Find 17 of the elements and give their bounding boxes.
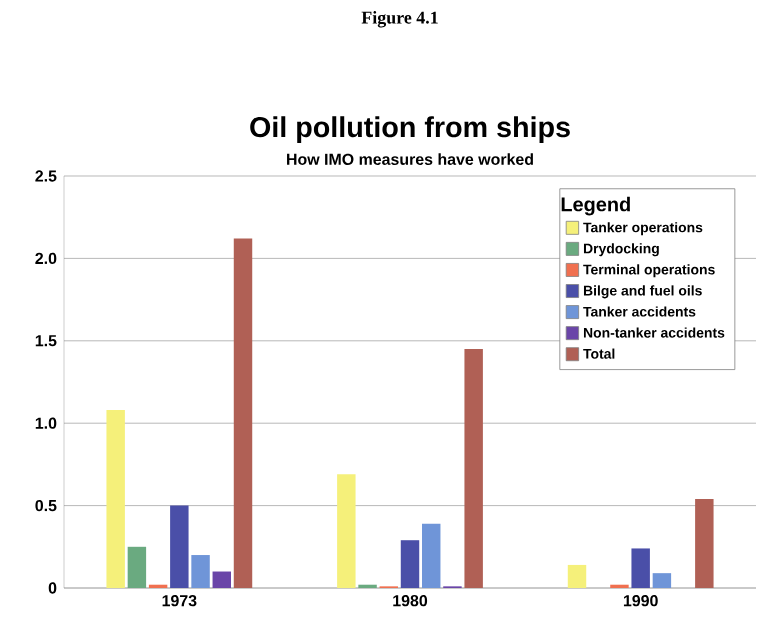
bar xyxy=(106,410,125,588)
bar xyxy=(652,573,672,588)
bar xyxy=(212,571,232,588)
bar xyxy=(191,555,210,588)
bar xyxy=(337,474,356,588)
chart-title: Oil pollution from ships xyxy=(250,116,570,143)
bar xyxy=(170,505,189,588)
bar xyxy=(127,546,147,588)
bar xyxy=(631,548,650,588)
bar xyxy=(400,540,420,588)
bar xyxy=(567,564,587,588)
caption: Figure 4.1 xyxy=(361,11,438,28)
bar xyxy=(422,523,441,588)
legend-title: Legend xyxy=(561,196,630,216)
bar xyxy=(695,499,714,588)
bar xyxy=(233,238,253,588)
bar xyxy=(464,349,483,588)
